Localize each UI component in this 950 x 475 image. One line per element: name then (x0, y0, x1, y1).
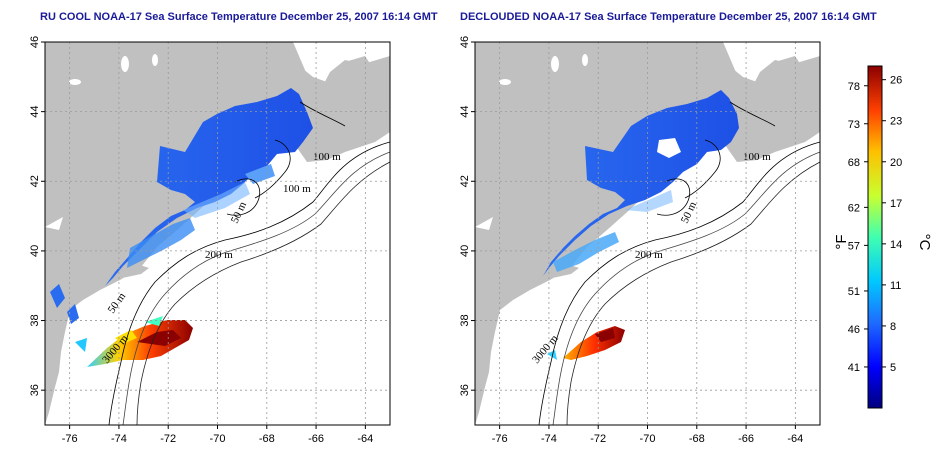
panel2-y-axis: 46 44 42 40 38 36 (459, 36, 475, 396)
x-tick-label: -68 (259, 433, 275, 445)
y-tick-label: 38 (459, 314, 471, 326)
colorbar-c-tick-label: 23 (890, 116, 902, 128)
x-tick-label: -76 (62, 433, 78, 445)
colorbar-c-tick-label: 11 (890, 280, 901, 292)
y-tick-label: 44 (459, 106, 471, 118)
y-tick-label: 42 (29, 175, 41, 187)
x-tick-label: -70 (210, 433, 226, 445)
colorbar-f-tick-label: 73 (848, 119, 860, 131)
x-tick-label: -70 (640, 433, 656, 445)
x-tick-label: -64 (787, 433, 803, 445)
colorbar-f-tick-label: 68 (848, 157, 860, 169)
y-tick-label: 44 (29, 106, 41, 118)
colorbar-f-tick-label: 46 (848, 324, 860, 336)
colorbar-gradient (867, 65, 883, 409)
y-tick-label: 38 (29, 314, 41, 326)
colorbar-c-tick-label: 17 (890, 198, 902, 210)
panel2-sst-cold (543, 90, 739, 276)
colorbar-f-tick-label: 51 (848, 286, 860, 298)
panel2-grid (475, 41, 820, 425)
panel2-map: 100 m 50 m 200 m 3000 m -76 -74 -72 -70 -68-… (459, 36, 821, 445)
panel1-y-axis: 46 44 42 40 38 36 (29, 36, 45, 396)
panel1-grid (45, 41, 390, 425)
panel1-contour-label: 100 m (313, 151, 341, 163)
x-tick-label: -72 (590, 433, 606, 445)
colorbar-f-tick-label: 41 (848, 362, 860, 374)
x-tick-label: -76 (492, 433, 508, 445)
panel1-x-axis: -76 -74 -72 -70 -68 -66 -64 (62, 425, 373, 445)
y-tick-label: 46 (459, 36, 471, 48)
colorbar-celsius-ticks: 26 23 20 17 14 11 8 5 (882, 75, 902, 374)
x-tick-label: -66 (308, 433, 324, 445)
panel1-contour-label: 200 m (205, 249, 233, 261)
x-tick-label: -66 (738, 433, 754, 445)
x-tick-label: -72 (160, 433, 176, 445)
colorbar-f-tick-label: 78 (848, 81, 860, 93)
colorbar-c-tick-label: 14 (890, 239, 902, 251)
panel1-map: 100 m 100 m 50 m 200 m 50 m 3000 m -76 -7… (29, 36, 391, 445)
panel2-contour-label: 100 m (743, 151, 771, 163)
colorbar-f-label: °F (833, 234, 850, 249)
panel2-x-axis: -76 -74 -72 -70 -68 -66 -64 (492, 425, 803, 445)
y-tick-label: 46 (29, 36, 41, 48)
y-tick-label: 36 (459, 384, 471, 396)
colorbar-f-tick-label: 57 (848, 240, 860, 252)
x-tick-label: -74 (111, 433, 127, 445)
colorbar-c-tick-label: 20 (890, 157, 902, 169)
y-tick-label: 36 (29, 384, 41, 396)
y-tick-label: 42 (459, 175, 471, 187)
y-tick-label: 40 (459, 245, 471, 257)
y-tick-label: 40 (29, 245, 41, 257)
panel1-contour-label: 100 m (283, 183, 311, 195)
colorbar: 78 73 68 62 57 51 46 41 26 23 20 17 14 11 8 5 °F °C (833, 65, 933, 409)
colorbar-fahrenheit-ticks: 78 73 68 62 57 51 46 41 (848, 81, 868, 374)
panel1-sst-cold (105, 88, 313, 286)
colorbar-c-label: °C (916, 234, 933, 251)
panel2-title: DECLOUDED NOAA-17 Sea Surface Temperatur… (460, 11, 877, 23)
x-tick-label: -68 (689, 433, 705, 445)
x-tick-label: -74 (541, 433, 557, 445)
panel1-title: RU COOL NOAA-17 Sea Surface Temperature … (40, 11, 438, 23)
panel2-contour-label: 200 m (635, 249, 663, 261)
colorbar-c-tick-label: 5 (890, 362, 896, 374)
colorbar-c-tick-label: 8 (890, 321, 896, 333)
x-tick-label: -64 (357, 433, 373, 445)
colorbar-f-tick-label: 62 (848, 202, 860, 214)
colorbar-c-tick-label: 26 (890, 75, 902, 87)
